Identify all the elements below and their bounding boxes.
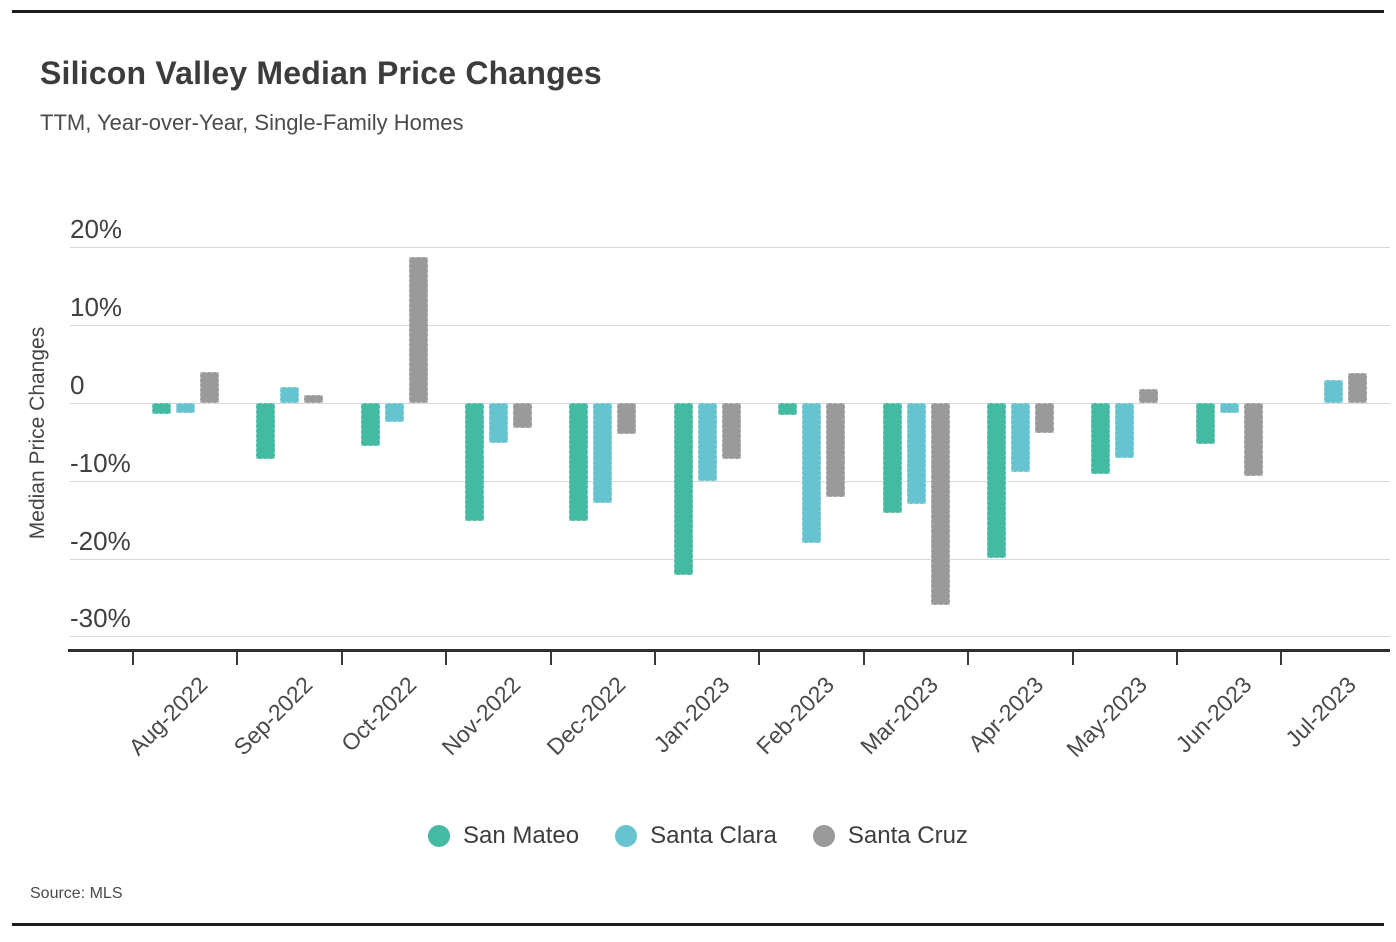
bar [408,256,428,403]
x-tick-mark [1280,652,1283,665]
legend-swatch-icon [812,825,835,847]
gridline [70,636,1390,638]
bar [778,403,798,416]
y-tick-label: 0 [70,370,85,400]
x-tick-mark [236,652,239,665]
bar [280,387,300,403]
x-tick-mark [758,652,761,665]
legend-swatch-icon [615,825,638,847]
x-tick-label: Jul-2023 [1280,671,1362,753]
x-tick-label: May-2023 [1061,671,1153,763]
legend-label: San Mateo [463,822,580,849]
bottom-rule [12,923,1384,926]
x-tick-label: Feb-2023 [751,671,840,760]
bar [673,403,693,575]
bar [360,403,380,446]
bar [1139,388,1159,403]
x-tick-mark [132,652,134,665]
x-tick-mark [1071,652,1074,665]
x-tick-mark [654,652,656,665]
y-tick-label: 10% [70,292,123,323]
bar [930,403,950,605]
bar [697,403,717,481]
y-tick-label: -20% [70,525,131,556]
x-tick-label: Jan-2023 [648,671,735,758]
x-tick-mark [1176,652,1178,665]
x-tick-mark [340,652,343,665]
y-tick-label: -30% [70,603,131,634]
bar [1219,403,1239,414]
bar [488,403,508,443]
x-tick-mark [967,652,970,665]
bar [151,403,171,414]
bar [1115,403,1135,459]
x-tick-mark [862,652,865,665]
bar [617,403,637,435]
x-tick-label: Jun-2023 [1170,671,1257,758]
bar [802,403,822,544]
bar [1348,373,1368,403]
legend-label: Santa Cruz [847,822,968,849]
bar [906,403,926,505]
bar [1034,403,1054,433]
bar [1324,380,1344,403]
bar [593,403,613,504]
x-tick-label: Oct-2022 [336,671,422,757]
legend-label: Santa Clara [650,822,777,849]
x-tick-label: Dec-2022 [541,671,631,761]
bar [986,403,1006,558]
legend: San Mateo Santa Clara Santa Cruz [0,822,1396,850]
bar [1195,403,1215,445]
bar [384,403,404,422]
legend-item: Santa Cruz [812,822,968,850]
bar [569,403,589,522]
bar [721,403,741,460]
y-tick-label: 20% [70,214,123,245]
bar [1243,403,1263,477]
bar [512,403,532,428]
gridline [70,247,1390,249]
gridline [70,480,1390,482]
legend-item: Santa Clara [615,822,777,850]
top-rule [12,10,1384,13]
bar [1010,403,1030,473]
x-tick-label: Mar-2023 [855,671,944,760]
x-axis-line [68,649,1390,652]
bar [256,403,276,460]
bar [175,403,195,414]
y-tick-label: -10% [70,447,131,478]
bar [464,403,484,522]
bar [199,371,219,403]
x-tick-mark [549,652,552,665]
legend-item: San Mateo [428,822,579,850]
source-note: Source: MLS [30,885,123,902]
x-tick-label: Apr-2023 [962,671,1048,757]
bar [304,395,324,403]
gridline [70,325,1390,327]
chart-title: Silicon Valley Median Price Changes [40,55,602,91]
bar [826,403,846,498]
gridline [70,558,1390,560]
x-tick-label: Nov-2022 [436,671,526,761]
bar [1091,403,1111,474]
legend-swatch-icon [428,825,451,847]
x-tick-mark [445,652,448,665]
x-tick-label: Sep-2022 [228,671,318,761]
bar [882,403,902,513]
x-tick-label: Aug-2022 [123,671,213,761]
chart-subtitle: TTM, Year-over-Year, Single-Family Homes [40,110,464,135]
